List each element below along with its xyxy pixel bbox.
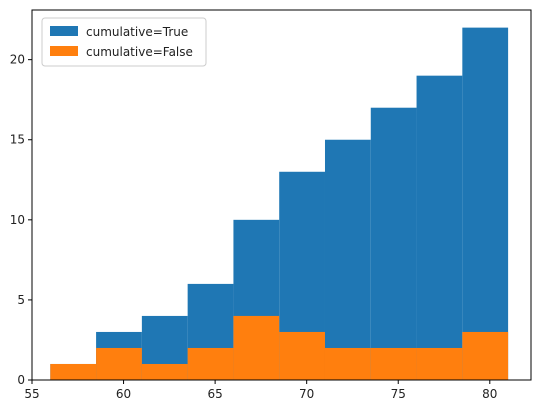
legend-label: cumulative=True — [86, 25, 188, 39]
x-tick-label: 70 — [299, 387, 314, 401]
y-tick-label: 0 — [17, 373, 25, 387]
x-tick-label: 65 — [207, 387, 222, 401]
histogram-bar — [324, 347, 371, 380]
bars-layer — [50, 27, 509, 381]
histogram-bar — [279, 331, 325, 380]
histogram-bar — [324, 139, 371, 380]
x-tick-label: 60 — [116, 387, 131, 401]
histogram-bar — [50, 363, 97, 380]
legend-box — [41, 17, 207, 67]
histogram-bar — [462, 331, 509, 380]
histogram-bar — [141, 363, 188, 380]
histogram-bar — [462, 27, 509, 381]
legend-swatch — [50, 26, 78, 36]
histogram-bar — [416, 75, 463, 381]
x-tick-label: 80 — [482, 387, 497, 401]
histogram-bar — [96, 347, 142, 380]
y-tick-label: 10 — [10, 213, 25, 227]
series-1 — [50, 315, 509, 380]
axes-layer: 55 60 65 70 75 80 0 5 10 15 20 — [10, 9, 532, 401]
histogram-bar — [370, 107, 417, 381]
legend: cumulative=True cumulative=False — [41, 17, 207, 67]
histogram-bar — [233, 315, 280, 380]
x-tick-label: 75 — [391, 387, 406, 401]
y-tick-label: 20 — [10, 53, 25, 67]
y-tick-label: 15 — [10, 133, 25, 147]
x-tick-label: 55 — [24, 387, 39, 401]
legend-label: cumulative=False — [86, 45, 193, 59]
histogram-bar — [187, 347, 234, 380]
plot-frame — [31, 9, 532, 381]
histogram-bar — [416, 347, 463, 380]
legend-swatch — [50, 46, 78, 56]
y-tick-label: 5 — [17, 293, 25, 307]
histogram-bar — [370, 347, 417, 380]
